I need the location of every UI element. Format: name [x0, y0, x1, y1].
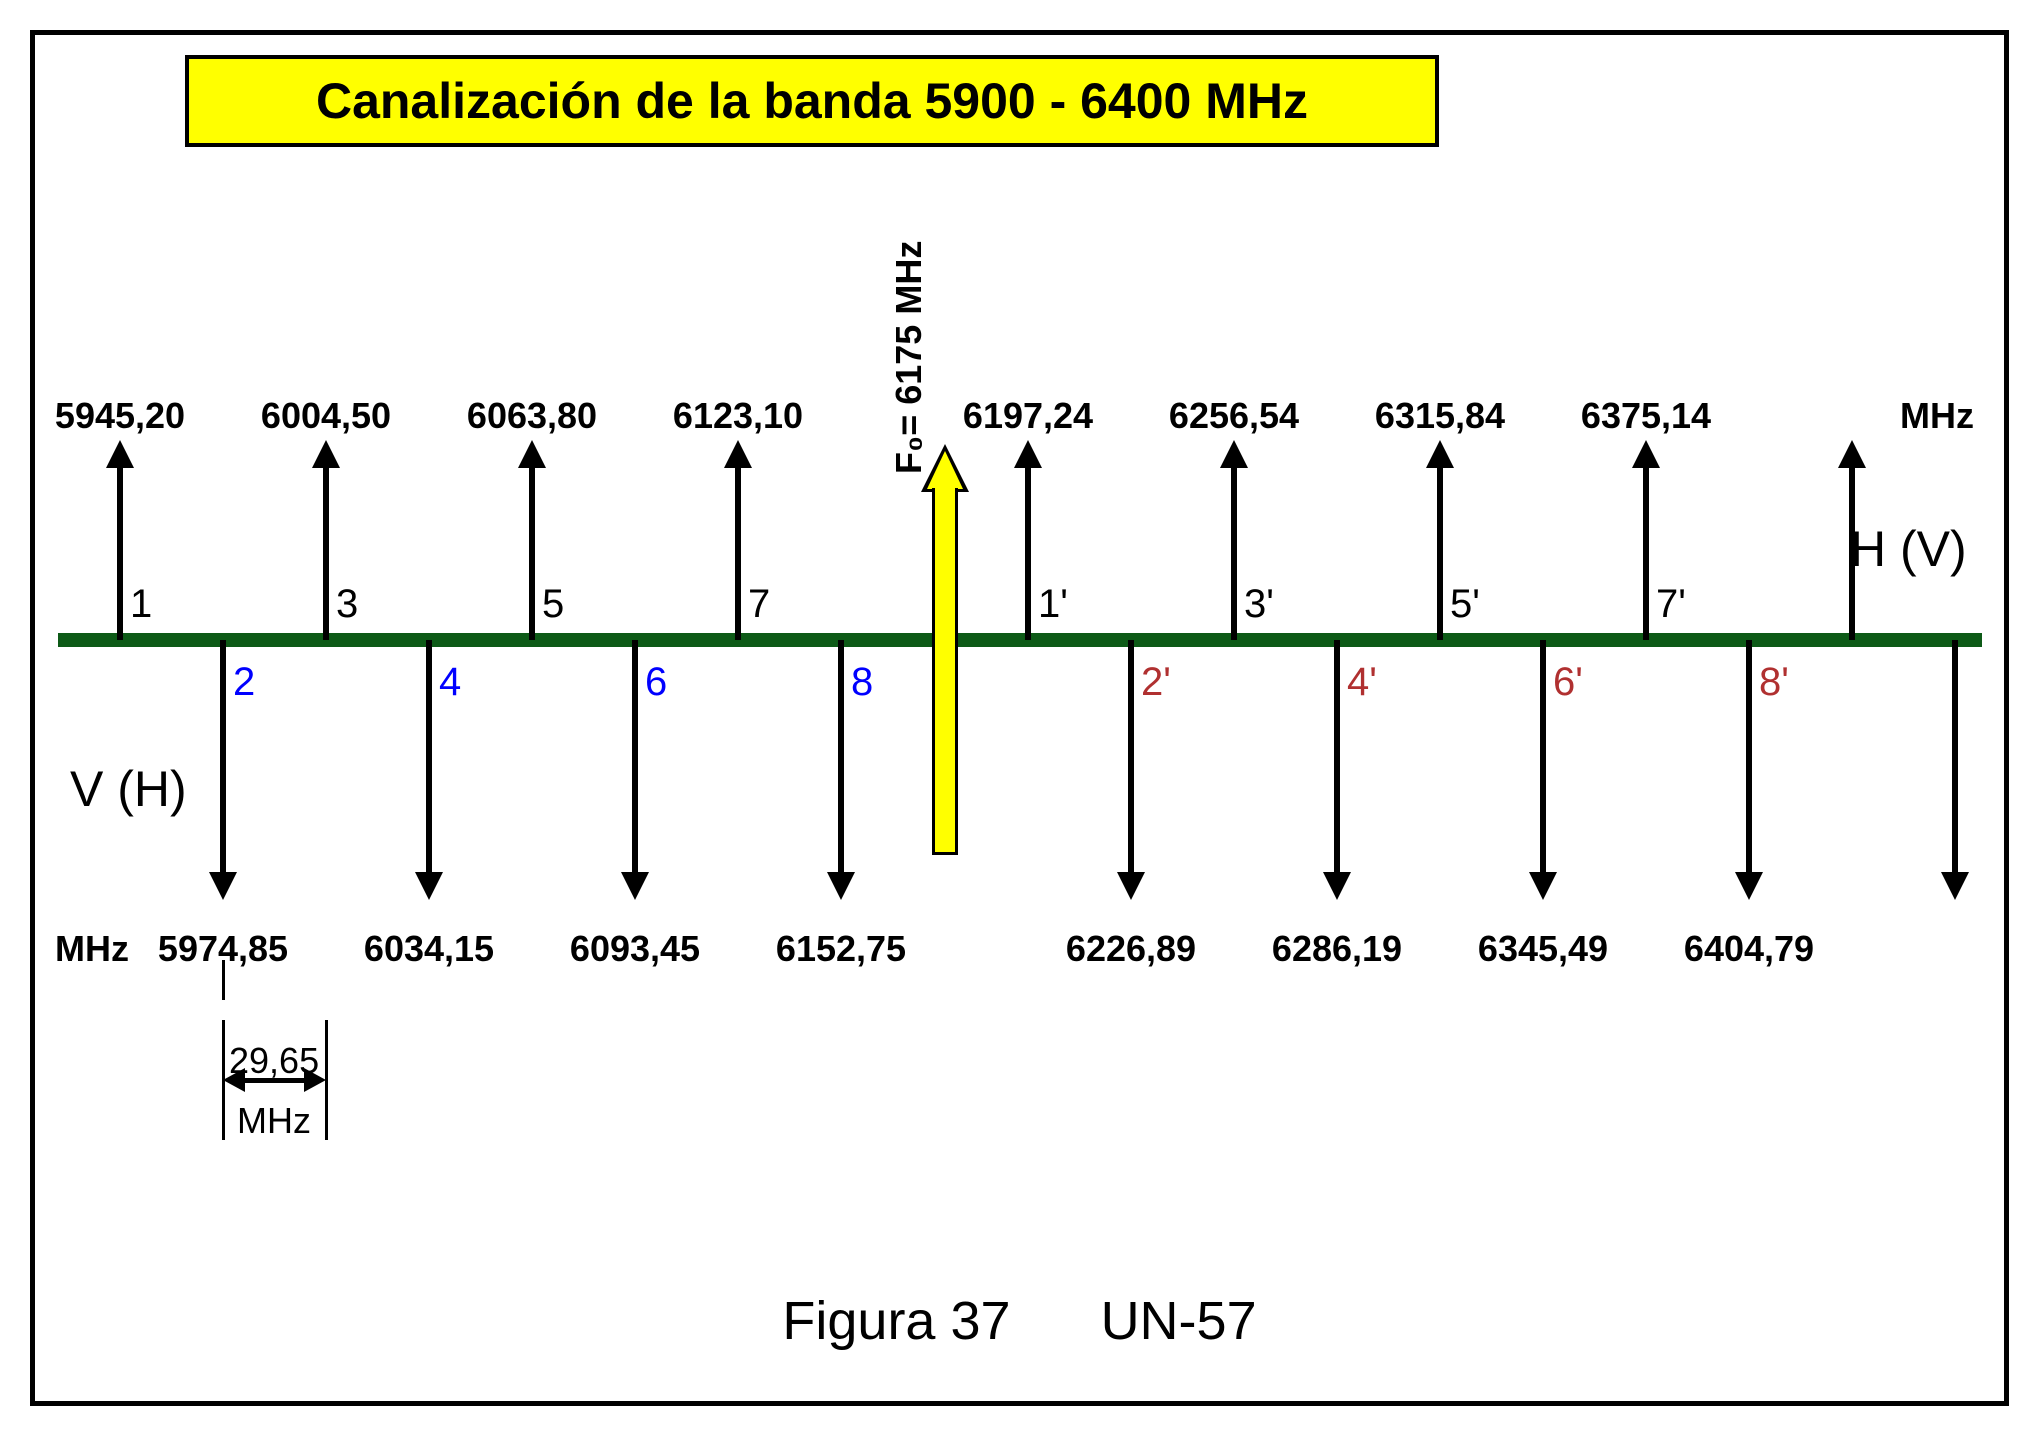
freq-label-upper: 6315,84 [1375, 395, 1505, 437]
freq-label-upper: 6063,80 [467, 395, 597, 437]
freq-label-upper: 5945,20 [55, 395, 185, 437]
freq-label-lower: 6404,79 [1684, 928, 1814, 970]
spacing-tick-extension [222, 960, 225, 1000]
frequency-axis [58, 633, 1982, 647]
channel-number-upper: 7 [748, 582, 770, 627]
channel-number-upper: 7' [1656, 582, 1686, 627]
channel-number-lower: 2 [233, 660, 255, 705]
channel-number-lower: 6' [1553, 660, 1583, 705]
center-arrow-head-fill [927, 451, 963, 489]
freq-label-lower: 6286,19 [1272, 928, 1402, 970]
channel-number-upper: 5' [1450, 582, 1480, 627]
channel-number-lower: 2' [1141, 660, 1171, 705]
channel-number-lower: 8 [851, 660, 873, 705]
diagram-frame [30, 30, 2009, 1406]
center-arrow-shaft [932, 488, 958, 855]
freq-label-upper: 6004,50 [261, 395, 391, 437]
center-frequency-label: F₀= 6175 MHz [888, 241, 930, 474]
channel-number-lower: 8' [1759, 660, 1789, 705]
figure-caption: Figura 37 UN-57 [0, 1290, 2039, 1352]
caption-figure: Figura 37 [782, 1291, 1010, 1351]
freq-label-lower: 6093,45 [570, 928, 700, 970]
freq-label-lower: 6034,15 [364, 928, 494, 970]
polarization-upper-label: H (V) [1850, 520, 1967, 578]
channel-number-upper: 1 [130, 582, 152, 627]
spacing-unit: MHz [237, 1100, 311, 1142]
freq-label-lower: 6226,89 [1066, 928, 1196, 970]
channel-number-upper: 3' [1244, 582, 1274, 627]
channel-number-lower: 4 [439, 660, 461, 705]
caption-code: UN-57 [1101, 1291, 1257, 1351]
polarization-lower-label: V (H) [70, 760, 187, 818]
diagram-title: Canalización de la banda 5900 - 6400 MHz [185, 55, 1439, 147]
freq-label-upper: 6197,24 [963, 395, 1093, 437]
freq-label-upper: 6375,14 [1581, 395, 1711, 437]
channel-number-upper: 3 [336, 582, 358, 627]
spacing-value: 29,65 [229, 1040, 319, 1082]
freq-label-upper: 6256,54 [1169, 395, 1299, 437]
unit-label-bottom: MHz [55, 928, 129, 970]
diagram-title-text: Canalización de la banda 5900 - 6400 MHz [316, 73, 1308, 129]
freq-label-lower: 6152,75 [776, 928, 906, 970]
freq-label-upper: 6123,10 [673, 395, 803, 437]
freq-label-lower: 6345,49 [1478, 928, 1608, 970]
unit-label-top: MHz [1900, 395, 1974, 437]
channel-number-lower: 4' [1347, 660, 1377, 705]
channel-number-lower: 6 [645, 660, 667, 705]
channel-number-upper: 1' [1038, 582, 1068, 627]
channel-number-upper: 5 [542, 582, 564, 627]
